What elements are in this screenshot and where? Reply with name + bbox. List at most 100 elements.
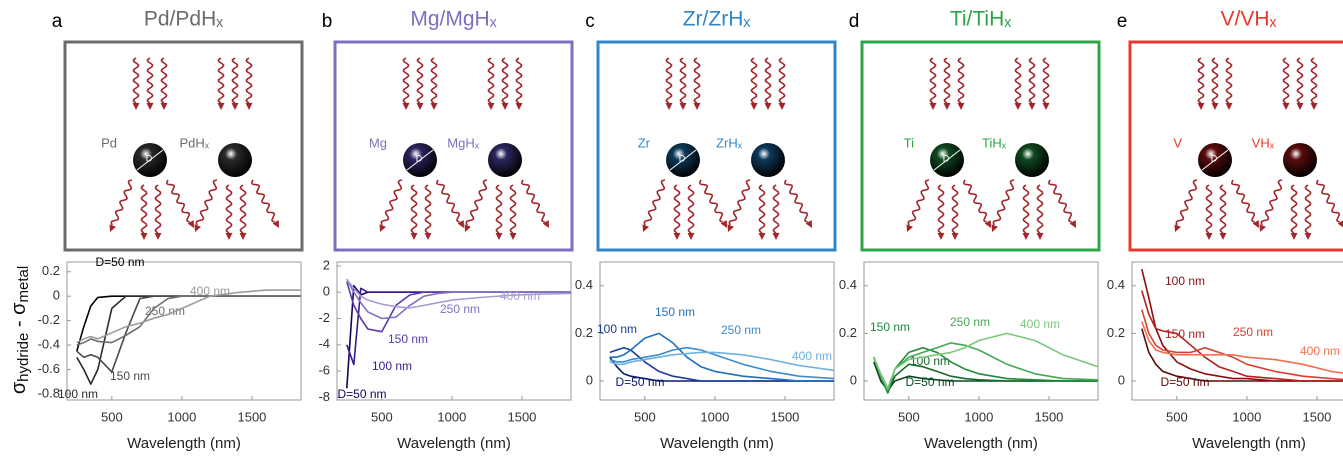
wave-arrow [957,57,965,104]
arrow-head [501,103,509,110]
arrow-head [750,103,758,110]
arrow-head [1259,224,1266,232]
arrow-head [805,220,812,228]
wave-arrow [1175,179,1198,226]
diameter-label: D [146,153,153,163]
series-label: 250 nm [950,315,990,329]
wave-arrow [430,57,438,104]
x-tick-label: 1000 [1232,409,1261,424]
arrow-head [239,233,247,240]
arrow-head [217,103,225,110]
series-label: 100 nm [597,322,637,336]
y-tick-label: 0.4 [1107,277,1125,292]
series-label: 250 nm [145,304,185,318]
series-label: D=50 nm [337,387,386,401]
x-tick-label: 1500 [1034,409,1063,424]
series-label: 100 nm [1165,274,1205,288]
wave-arrow [1047,179,1073,223]
y-axis-label: σhydride - σmetal [8,266,32,394]
wave-arrow [165,179,191,223]
nanosphere [488,143,522,177]
wave-arrow [783,179,809,223]
series-label: 400 nm [1300,344,1340,358]
arrow-head [487,103,495,110]
series-line [609,332,834,382]
wave-arrow [239,184,247,234]
wave-arrow [951,184,959,234]
panel-label: c [585,11,595,32]
wave-arrow [402,57,410,104]
diameter-line [669,149,697,171]
arrow-head [430,103,438,110]
panel-label: a [52,11,63,32]
metal-label: Ti [904,135,914,150]
series-line [609,346,834,380]
y-tick-label: -6 [318,363,330,378]
arrow-head [1042,103,1050,110]
arrow-head [225,233,233,240]
panel-label: e [1117,11,1128,32]
arrow-head [984,220,991,228]
wave-arrow [673,184,681,234]
y-tick-label: 2 [323,257,330,272]
y-tick-label: -0.6 [38,361,60,376]
wave-arrow [907,179,930,226]
wave-arrow [758,184,766,234]
y-tick-label: -2 [318,310,330,325]
wave-arrow [643,179,666,226]
series-line [609,351,834,372]
hydride-label: MgHₓ [447,135,479,150]
arrow-head [727,224,734,232]
arrow-head [693,103,701,110]
arrow-head [1211,103,1219,110]
illustration-box [596,40,837,252]
arrow-head [1296,103,1304,110]
y-tick-label: 0 [323,284,330,299]
panel-title: V/VHₓ [1221,8,1277,31]
diameter-line [933,149,961,171]
series-label: 400 nm [792,349,832,363]
series-label: 100 nm [372,359,412,373]
arrow-head [1304,233,1312,240]
wave-arrow [1296,57,1304,104]
series-line [1141,309,1343,381]
x-axis-label: Wavelength (nm) [660,435,774,452]
hydride-label: ZrHₓ [716,135,743,150]
wave-arrow [937,184,945,234]
series-line [609,346,834,382]
series-line [873,332,1098,389]
wave-arrow [764,57,772,104]
wave-arrow [250,179,276,223]
arrow-head [140,233,148,240]
arrow-head [1337,220,1343,228]
arrow-head [154,233,162,240]
wave-arrow [487,57,495,104]
arrow-head [464,224,471,232]
wave-arrow [520,179,546,223]
y-tick-label: 0.4 [839,277,857,292]
x-tick-label: 1500 [1302,409,1331,424]
series-label: 400 nm [500,289,540,303]
y-tick-label: -0.8 [38,385,60,400]
series-label: 250 nm [721,323,761,337]
arrow-head [109,224,116,232]
x-tick-label: 1000 [437,409,466,424]
arrow-head [679,103,687,110]
y-tick-label: 0.2 [42,263,60,278]
wave-arrow [245,57,253,104]
series-line [346,278,571,309]
arrow-head [1028,103,1036,110]
arrow-head [642,224,649,232]
arrow-head [906,224,913,232]
series-label: D=50 nm [95,255,144,269]
series-label: D=50 nm [1160,375,1209,389]
x-tick-label: 500 [371,409,393,424]
y-tick-label: 0 [1118,372,1125,387]
arrow-head [379,224,386,232]
wave-arrow [1282,57,1290,104]
x-tick-label: 500 [1166,409,1188,424]
wave-arrow [160,57,168,104]
arrow-head [272,220,279,228]
diameter-label: D [679,153,686,163]
wave-arrow [665,57,673,104]
